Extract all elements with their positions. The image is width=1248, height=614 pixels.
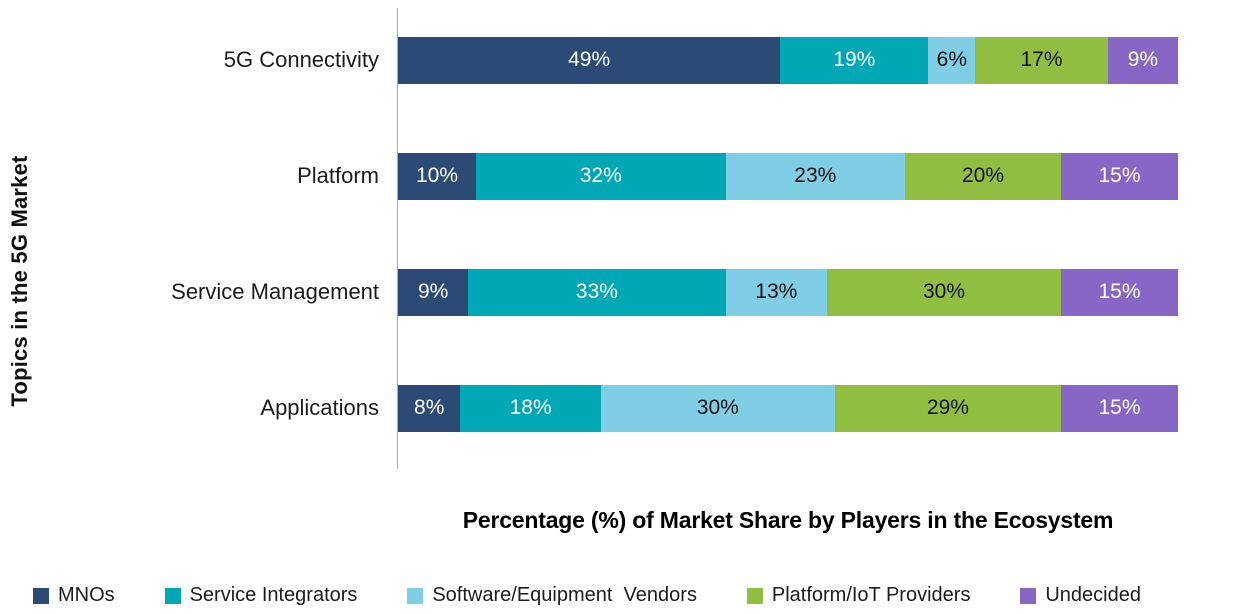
legend-item-undecided: Undecided bbox=[1020, 584, 1141, 607]
stacked-bar: 49% 19% 6% 17% 9% bbox=[398, 36, 1178, 84]
bar-segment-software-equipment-vendors: 23% bbox=[725, 152, 905, 200]
bar-segment-service-integrators: 19% bbox=[780, 36, 929, 84]
bar-segment-mnos: 8% bbox=[398, 384, 461, 432]
legend-item-software-equipment-vendors: Software/Equipment Vendors bbox=[407, 584, 697, 607]
category-label: Service Management bbox=[171, 279, 380, 304]
legend-swatch-icon bbox=[164, 587, 181, 604]
category-label: Platform bbox=[297, 163, 380, 188]
bar-segment-mnos: 49% bbox=[398, 36, 781, 84]
legend-item-mnos: MNOs bbox=[33, 584, 115, 607]
chart-row-applications: Applications 8% 18% 30% 29% 15% bbox=[0, 350, 1178, 466]
bar-segment-service-integrators: 32% bbox=[476, 152, 726, 200]
legend-swatch-icon bbox=[407, 587, 424, 604]
bar-segment-platform-iot-providers: 17% bbox=[975, 36, 1108, 84]
bar-segment-service-integrators: 18% bbox=[460, 384, 601, 432]
bar-segment-service-integrators: 33% bbox=[468, 268, 726, 316]
bar-segment-undecided: 15% bbox=[1061, 152, 1178, 200]
stacked-bar: 9% 33% 13% 30% 15% bbox=[398, 268, 1178, 316]
stacked-bar: 10% 32% 23% 20% 15% bbox=[398, 152, 1178, 200]
legend-label: Service Integrators bbox=[189, 584, 358, 606]
bar-segment-platform-iot-providers: 20% bbox=[905, 152, 1061, 200]
bar-segment-platform-iot-providers: 30% bbox=[827, 268, 1061, 316]
x-axis-title: Percentage (%) of Market Share by Player… bbox=[462, 507, 1114, 533]
legend-swatch-icon bbox=[1020, 587, 1037, 604]
stacked-bar: 8% 18% 30% 29% 15% bbox=[398, 384, 1178, 432]
chart-row-5g-connectivity: 5G Connectivity 49% 19% 6% 17% 9% bbox=[0, 2, 1178, 118]
category-label: Applications bbox=[260, 395, 380, 420]
chart-rows: 5G Connectivity 49% 19% 6% 17% 9% Platform 10% 3… bbox=[0, 2, 1178, 466]
y-axis-line bbox=[397, 8, 398, 469]
category-label: 5G Connectivity bbox=[223, 47, 380, 72]
legend-label: Undecided bbox=[1045, 584, 1141, 606]
bar-segment-software-equipment-vendors: 6% bbox=[928, 36, 976, 84]
bar-segment-platform-iot-providers: 29% bbox=[834, 384, 1061, 432]
chart-row-service-management: Service Management 9% 33% 13% 30% 15% bbox=[0, 234, 1178, 350]
legend-swatch-icon bbox=[746, 587, 763, 604]
bar-segment-software-equipment-vendors: 13% bbox=[725, 268, 827, 316]
bar-segment-undecided: 15% bbox=[1061, 384, 1178, 432]
legend-item-platform-iot-providers: Platform/IoT Providers bbox=[746, 584, 971, 607]
legend-label: Platform/IoT Providers bbox=[771, 584, 971, 606]
legend-swatch-icon bbox=[33, 587, 49, 604]
legend-item-service-integrators: Service Integrators bbox=[164, 584, 358, 607]
legend: MNOs Service Integrators Software/Equipmen… bbox=[33, 584, 1141, 607]
legend-label: Software/Equipment Vendors bbox=[432, 584, 697, 606]
bar-segment-mnos: 9% bbox=[398, 268, 469, 316]
chart-row-platform: Platform 10% 32% 23% 20% 15% bbox=[0, 118, 1178, 234]
plot-area: 5G Connectivity 49% 19% 6% 17% 9% Platform 10% 3… bbox=[0, 2, 1178, 469]
bar-segment-undecided: 15% bbox=[1061, 268, 1178, 316]
bar-segment-software-equipment-vendors: 30% bbox=[600, 384, 835, 432]
legend-label: MNOs bbox=[58, 584, 115, 606]
bar-segment-mnos: 10% bbox=[398, 152, 477, 200]
bar-segment-undecided: 9% bbox=[1107, 36, 1178, 84]
